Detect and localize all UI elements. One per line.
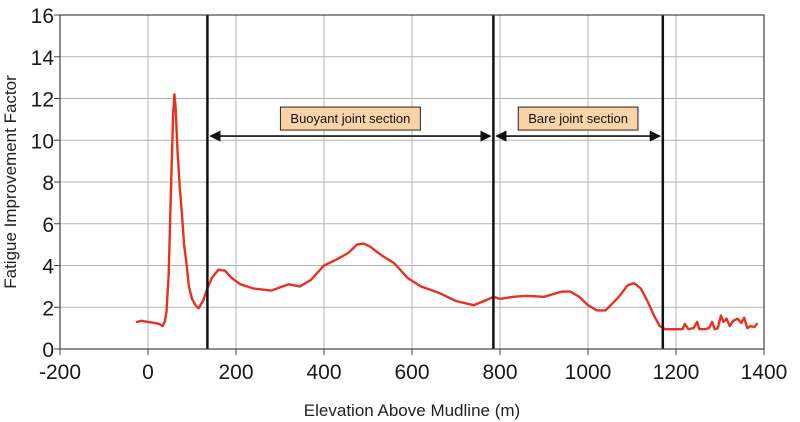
x-tick-label: 1000	[565, 361, 612, 384]
section-label: Buoyant joint section	[290, 111, 410, 126]
y-axis-title: Fatigue Improvement Factor	[1, 75, 20, 289]
series-line	[135, 93, 759, 331]
series-layer	[135, 93, 759, 331]
axes: -200 0 200 400 600 800 1000 1200 140002468101214…	[31, 5, 788, 384]
x-tick-label: 400	[306, 361, 341, 384]
section-dividers	[206, 15, 665, 349]
x-tick-label: 600	[394, 361, 429, 384]
section-label: Bare joint section	[528, 111, 628, 126]
section-label-box	[517, 106, 639, 131]
y-tick-label: 10	[31, 130, 54, 153]
x-tick-label: 0	[142, 361, 154, 384]
y-tick-label: 2	[42, 297, 54, 320]
x-axis-title: Elevation Above Mudline (m)	[304, 401, 520, 420]
y-tick-label: 4	[42, 256, 54, 279]
y-tick-label: 14	[31, 47, 55, 70]
x-tick-label: -200	[39, 361, 81, 384]
y-tick-label: 12	[31, 89, 54, 112]
grid	[59, 14, 765, 350]
x-tick-label: 1200	[653, 361, 700, 384]
y-tick-label: 6	[42, 214, 54, 237]
x-tick-label: 1400	[741, 361, 788, 384]
y-tick-label: 8	[42, 172, 54, 195]
y-tick-label: 0	[42, 339, 54, 362]
x-tick-label: 200	[218, 361, 253, 384]
y-tick-label: 16	[31, 5, 54, 28]
annotations: Buoyant joint section Bare joint section	[209, 106, 661, 142]
section-label-box	[279, 106, 421, 131]
x-tick-label: 800	[482, 361, 517, 384]
